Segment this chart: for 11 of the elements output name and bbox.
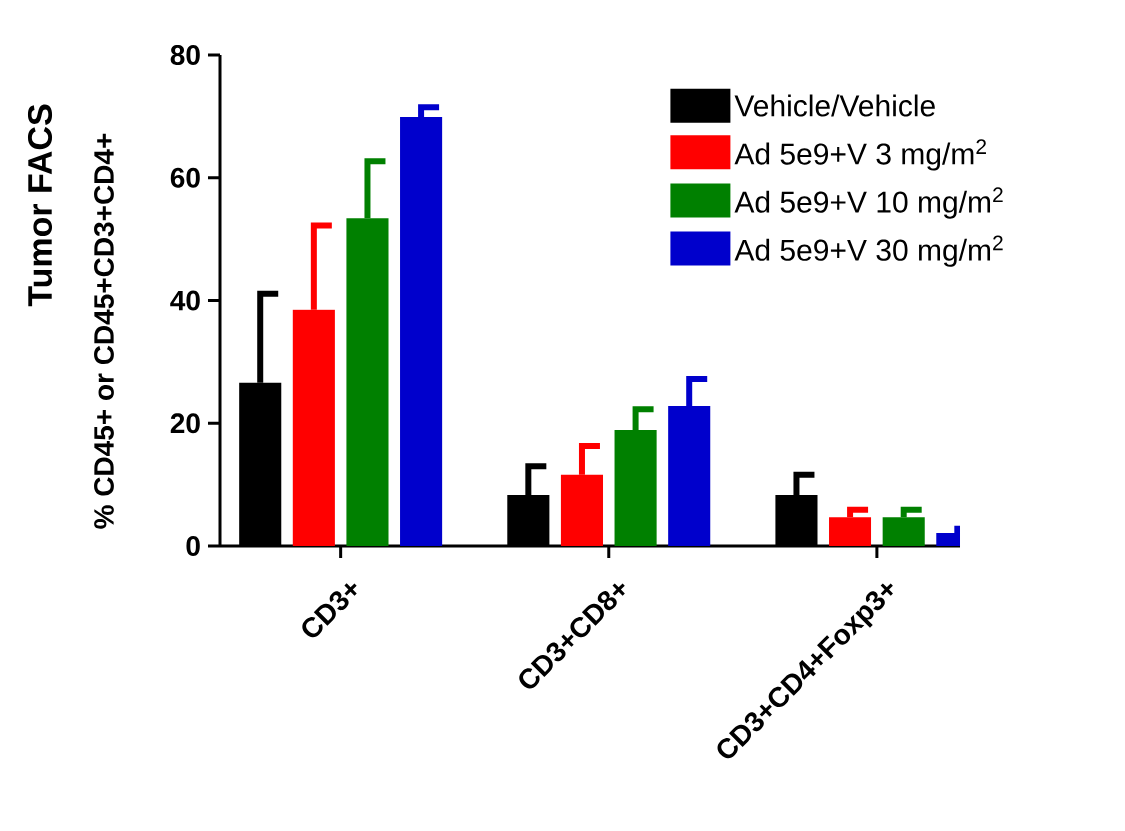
y-tick-label: 40 (170, 290, 200, 311)
legend-label: Ad 5e9+V 3 mg/m$^{2}$ (734, 139, 986, 171)
y-tick-label: 0 (186, 536, 200, 556)
legend-label: Ad 5e9+V 10 mg/m$^{2}$ (734, 187, 1003, 219)
y-axis-title: % CD45+ or CD45+CD3+CD4+ (94, 133, 114, 529)
y-tick-label: 20 (170, 413, 200, 434)
legend-label: Vehicle/Vehicle (734, 94, 935, 117)
y-tick-label: 60 (170, 167, 200, 188)
y-tick-label: 80 (170, 45, 200, 65)
legend-label: Ad 5e9+V 30 mg/m$^{2}$ (734, 235, 1003, 267)
text: Tumor FACS (27, 104, 53, 307)
